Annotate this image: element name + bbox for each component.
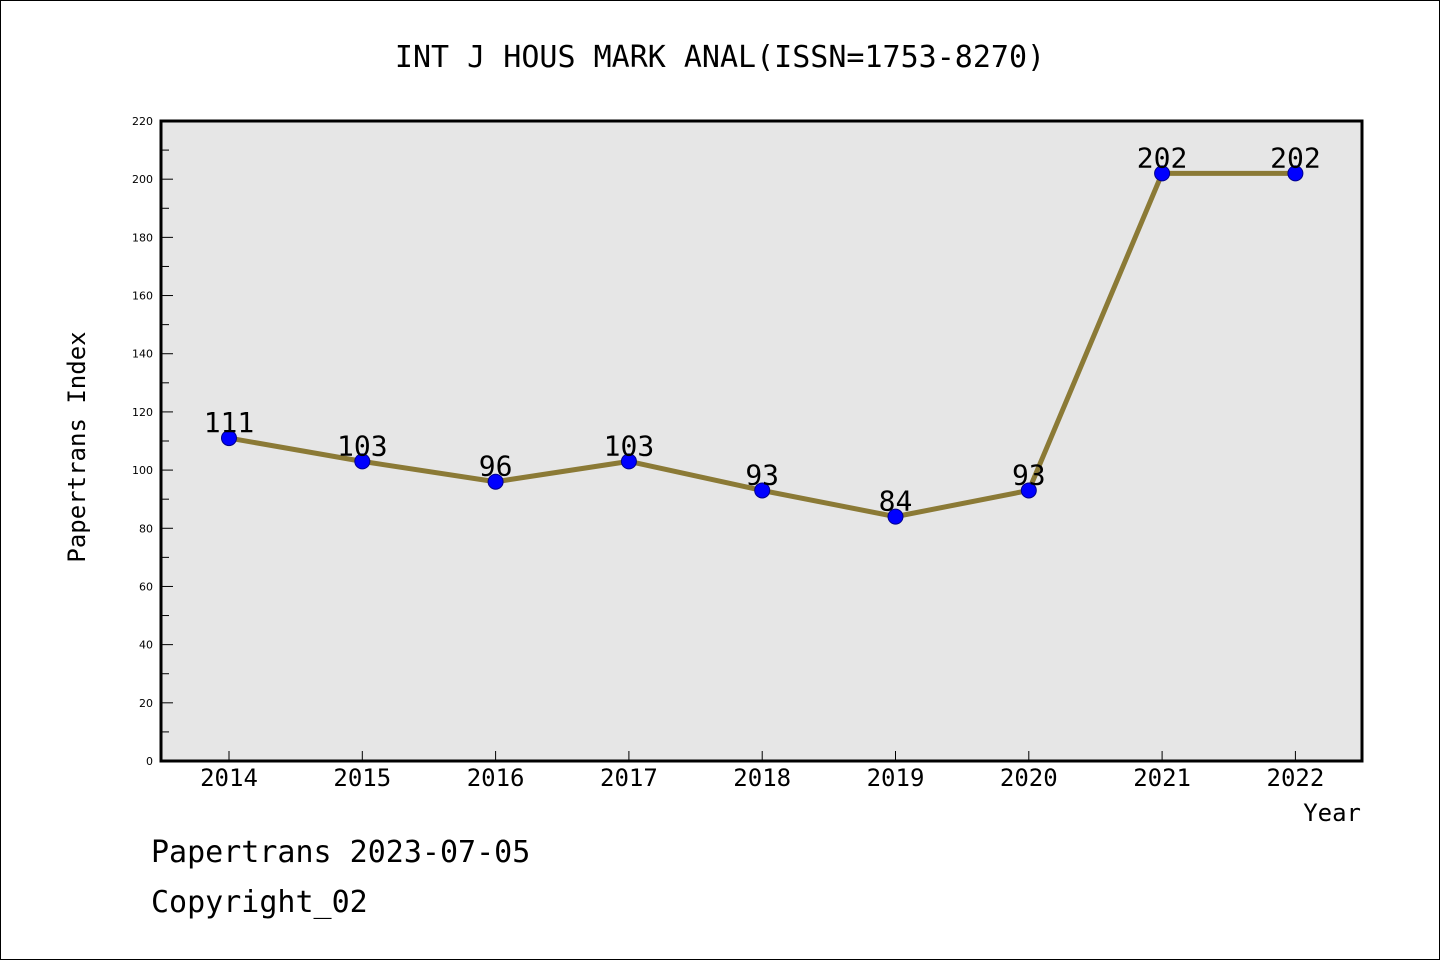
data-point xyxy=(487,473,504,490)
data-point xyxy=(1020,482,1037,499)
y-tick-label: 220 xyxy=(132,115,153,128)
y-tick-label: 100 xyxy=(132,464,153,477)
data-label: 202 xyxy=(1270,141,1321,174)
x-tick-label: 2018 xyxy=(733,764,791,792)
x-tick-label: 2017 xyxy=(600,764,658,792)
y-tick-label: 0 xyxy=(146,755,153,768)
x-tick-label: 2020 xyxy=(1000,764,1058,792)
data-label: 93 xyxy=(745,458,779,491)
data-label: 103 xyxy=(604,429,655,462)
x-axis-label: Year xyxy=(1303,799,1361,827)
data-label: 202 xyxy=(1137,141,1188,174)
data-point xyxy=(887,508,904,525)
y-axis: 0 20 40 60 80 100 120 140 160 180 200 220 xyxy=(132,115,173,768)
x-tick-label: 2015 xyxy=(333,764,391,792)
data-point xyxy=(221,430,237,447)
data-point xyxy=(754,482,771,499)
chart-title: INT J HOUS MARK ANAL(ISSN=1753-8270) xyxy=(395,40,1045,75)
x-tick-label: 2021 xyxy=(1133,764,1191,792)
y-tick-label: 160 xyxy=(132,290,153,303)
series-layer: 111 103 96 103 93 84 93 202 202 xyxy=(204,141,1321,525)
x-tick-label: 2022 xyxy=(1267,764,1325,792)
x-tick-label: 2014 xyxy=(200,764,258,792)
data-point xyxy=(1287,165,1304,182)
y-tick-label: 120 xyxy=(132,406,153,419)
y-axis-label: Papertrans Index xyxy=(63,331,91,562)
y-tick-label: 60 xyxy=(139,580,153,593)
data-point xyxy=(354,453,371,470)
data-label: 103 xyxy=(337,429,388,462)
y-tick-label: 140 xyxy=(132,348,153,361)
data-point xyxy=(620,453,637,470)
footer-date: Papertrans 2023-07-05 xyxy=(151,835,531,870)
x-axis: 2014 2015 2016 2017 2018 2019 2020 2021 2022 xyxy=(200,751,1324,792)
data-label: 96 xyxy=(479,450,513,483)
y-tick-label: 80 xyxy=(139,522,153,535)
y-tick-label: 180 xyxy=(132,231,153,244)
data-label: 93 xyxy=(1012,458,1046,491)
plot-area xyxy=(159,119,1364,763)
x-tick-label: 2019 xyxy=(867,764,925,792)
y-tick-label: 200 xyxy=(132,173,153,186)
data-label: 84 xyxy=(879,485,913,518)
data-point xyxy=(1154,165,1171,182)
y-tick-label: 20 xyxy=(139,697,153,710)
data-label: 111 xyxy=(204,406,255,439)
y-tick-label: 40 xyxy=(139,639,153,652)
x-tick-label: 2016 xyxy=(467,764,525,792)
footer-copyright: Copyright_02 xyxy=(151,885,368,920)
